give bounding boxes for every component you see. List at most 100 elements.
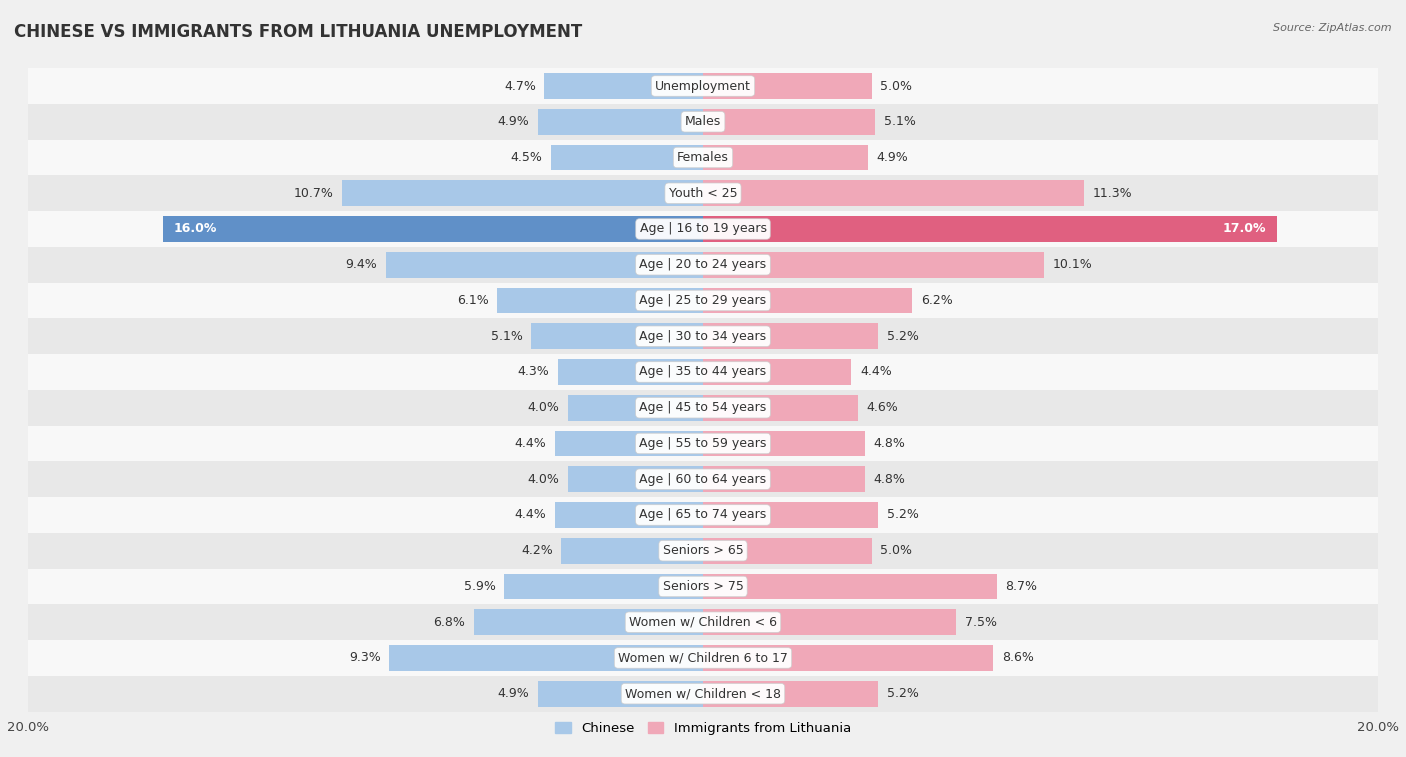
Bar (342, 180, 703, 206)
Text: 4.3%: 4.3% (517, 366, 550, 378)
Bar (163, 217, 703, 242)
Text: 6.8%: 6.8% (433, 615, 465, 629)
Bar (28, 68, 1378, 104)
Bar (537, 109, 703, 135)
Bar (28, 390, 1378, 425)
Bar (28, 533, 1378, 569)
Bar (28, 282, 1378, 319)
Legend: Chinese, Immigrants from Lithuania: Chinese, Immigrants from Lithuania (550, 716, 856, 740)
Text: 4.9%: 4.9% (498, 687, 529, 700)
Text: Unemployment: Unemployment (655, 79, 751, 92)
Bar (703, 180, 1084, 206)
Text: Age | 60 to 64 years: Age | 60 to 64 years (640, 472, 766, 486)
Text: Age | 45 to 54 years: Age | 45 to 54 years (640, 401, 766, 414)
Bar (703, 359, 852, 385)
Text: Age | 20 to 24 years: Age | 20 to 24 years (640, 258, 766, 271)
Text: Age | 65 to 74 years: Age | 65 to 74 years (640, 509, 766, 522)
Text: Women w/ Children 6 to 17: Women w/ Children 6 to 17 (619, 652, 787, 665)
Bar (28, 319, 1378, 354)
Text: Women w/ Children < 6: Women w/ Children < 6 (628, 615, 778, 629)
Text: 4.8%: 4.8% (873, 472, 905, 486)
Bar (703, 145, 869, 170)
Text: 4.9%: 4.9% (877, 151, 908, 164)
Bar (558, 359, 703, 385)
Text: 4.5%: 4.5% (510, 151, 543, 164)
Text: 4.4%: 4.4% (515, 437, 546, 450)
Text: 4.4%: 4.4% (860, 366, 891, 378)
Text: 5.0%: 5.0% (880, 79, 912, 92)
Text: Age | 16 to 19 years: Age | 16 to 19 years (640, 223, 766, 235)
Text: 4.7%: 4.7% (505, 79, 536, 92)
Bar (703, 538, 872, 563)
Text: Age | 25 to 29 years: Age | 25 to 29 years (640, 294, 766, 307)
Bar (561, 538, 703, 563)
Text: 9.4%: 9.4% (346, 258, 377, 271)
Bar (703, 466, 865, 492)
Bar (703, 609, 956, 635)
Bar (474, 609, 703, 635)
Text: 5.9%: 5.9% (464, 580, 495, 593)
Bar (554, 431, 703, 456)
Bar (28, 640, 1378, 676)
Bar (703, 431, 865, 456)
Text: 10.1%: 10.1% (1052, 258, 1092, 271)
Bar (537, 681, 703, 706)
Bar (703, 502, 879, 528)
Bar (28, 497, 1378, 533)
Text: 7.5%: 7.5% (965, 615, 997, 629)
Bar (554, 502, 703, 528)
Text: 4.4%: 4.4% (515, 509, 546, 522)
Text: Males: Males (685, 115, 721, 128)
Bar (28, 676, 1378, 712)
Text: 4.8%: 4.8% (873, 437, 905, 450)
Bar (28, 354, 1378, 390)
Bar (703, 288, 912, 313)
Bar (703, 252, 1043, 278)
Text: 8.6%: 8.6% (1001, 652, 1033, 665)
Bar (703, 395, 858, 421)
Text: Seniors > 75: Seniors > 75 (662, 580, 744, 593)
Text: 4.0%: 4.0% (527, 401, 560, 414)
Text: 5.2%: 5.2% (887, 509, 918, 522)
Bar (28, 139, 1378, 176)
Text: Age | 35 to 44 years: Age | 35 to 44 years (640, 366, 766, 378)
Bar (28, 104, 1378, 139)
Text: 4.6%: 4.6% (866, 401, 898, 414)
Text: Age | 55 to 59 years: Age | 55 to 59 years (640, 437, 766, 450)
Bar (568, 395, 703, 421)
Text: 6.2%: 6.2% (921, 294, 952, 307)
Text: Seniors > 65: Seniors > 65 (662, 544, 744, 557)
Text: 4.9%: 4.9% (498, 115, 529, 128)
Text: Source: ZipAtlas.com: Source: ZipAtlas.com (1274, 23, 1392, 33)
Bar (703, 109, 875, 135)
Text: 9.3%: 9.3% (349, 652, 381, 665)
Text: 5.2%: 5.2% (887, 330, 918, 343)
Bar (703, 323, 879, 349)
Text: 11.3%: 11.3% (1092, 187, 1132, 200)
Text: Age | 30 to 34 years: Age | 30 to 34 years (640, 330, 766, 343)
Bar (389, 645, 703, 671)
Bar (703, 217, 1277, 242)
Text: 5.2%: 5.2% (887, 687, 918, 700)
Bar (703, 73, 872, 99)
Bar (28, 569, 1378, 604)
Bar (703, 574, 997, 600)
Bar (568, 466, 703, 492)
Bar (28, 425, 1378, 461)
Text: 4.0%: 4.0% (527, 472, 560, 486)
Bar (385, 252, 703, 278)
Bar (498, 288, 703, 313)
Text: CHINESE VS IMMIGRANTS FROM LITHUANIA UNEMPLOYMENT: CHINESE VS IMMIGRANTS FROM LITHUANIA UNE… (14, 23, 582, 41)
Bar (544, 73, 703, 99)
Bar (28, 604, 1378, 640)
Bar (531, 323, 703, 349)
Bar (28, 461, 1378, 497)
Text: Women w/ Children < 18: Women w/ Children < 18 (626, 687, 780, 700)
Text: 16.0%: 16.0% (173, 223, 217, 235)
Text: 17.0%: 17.0% (1223, 223, 1267, 235)
Bar (703, 645, 993, 671)
Text: 4.2%: 4.2% (522, 544, 553, 557)
Bar (28, 176, 1378, 211)
Text: Females: Females (678, 151, 728, 164)
Bar (551, 145, 703, 170)
